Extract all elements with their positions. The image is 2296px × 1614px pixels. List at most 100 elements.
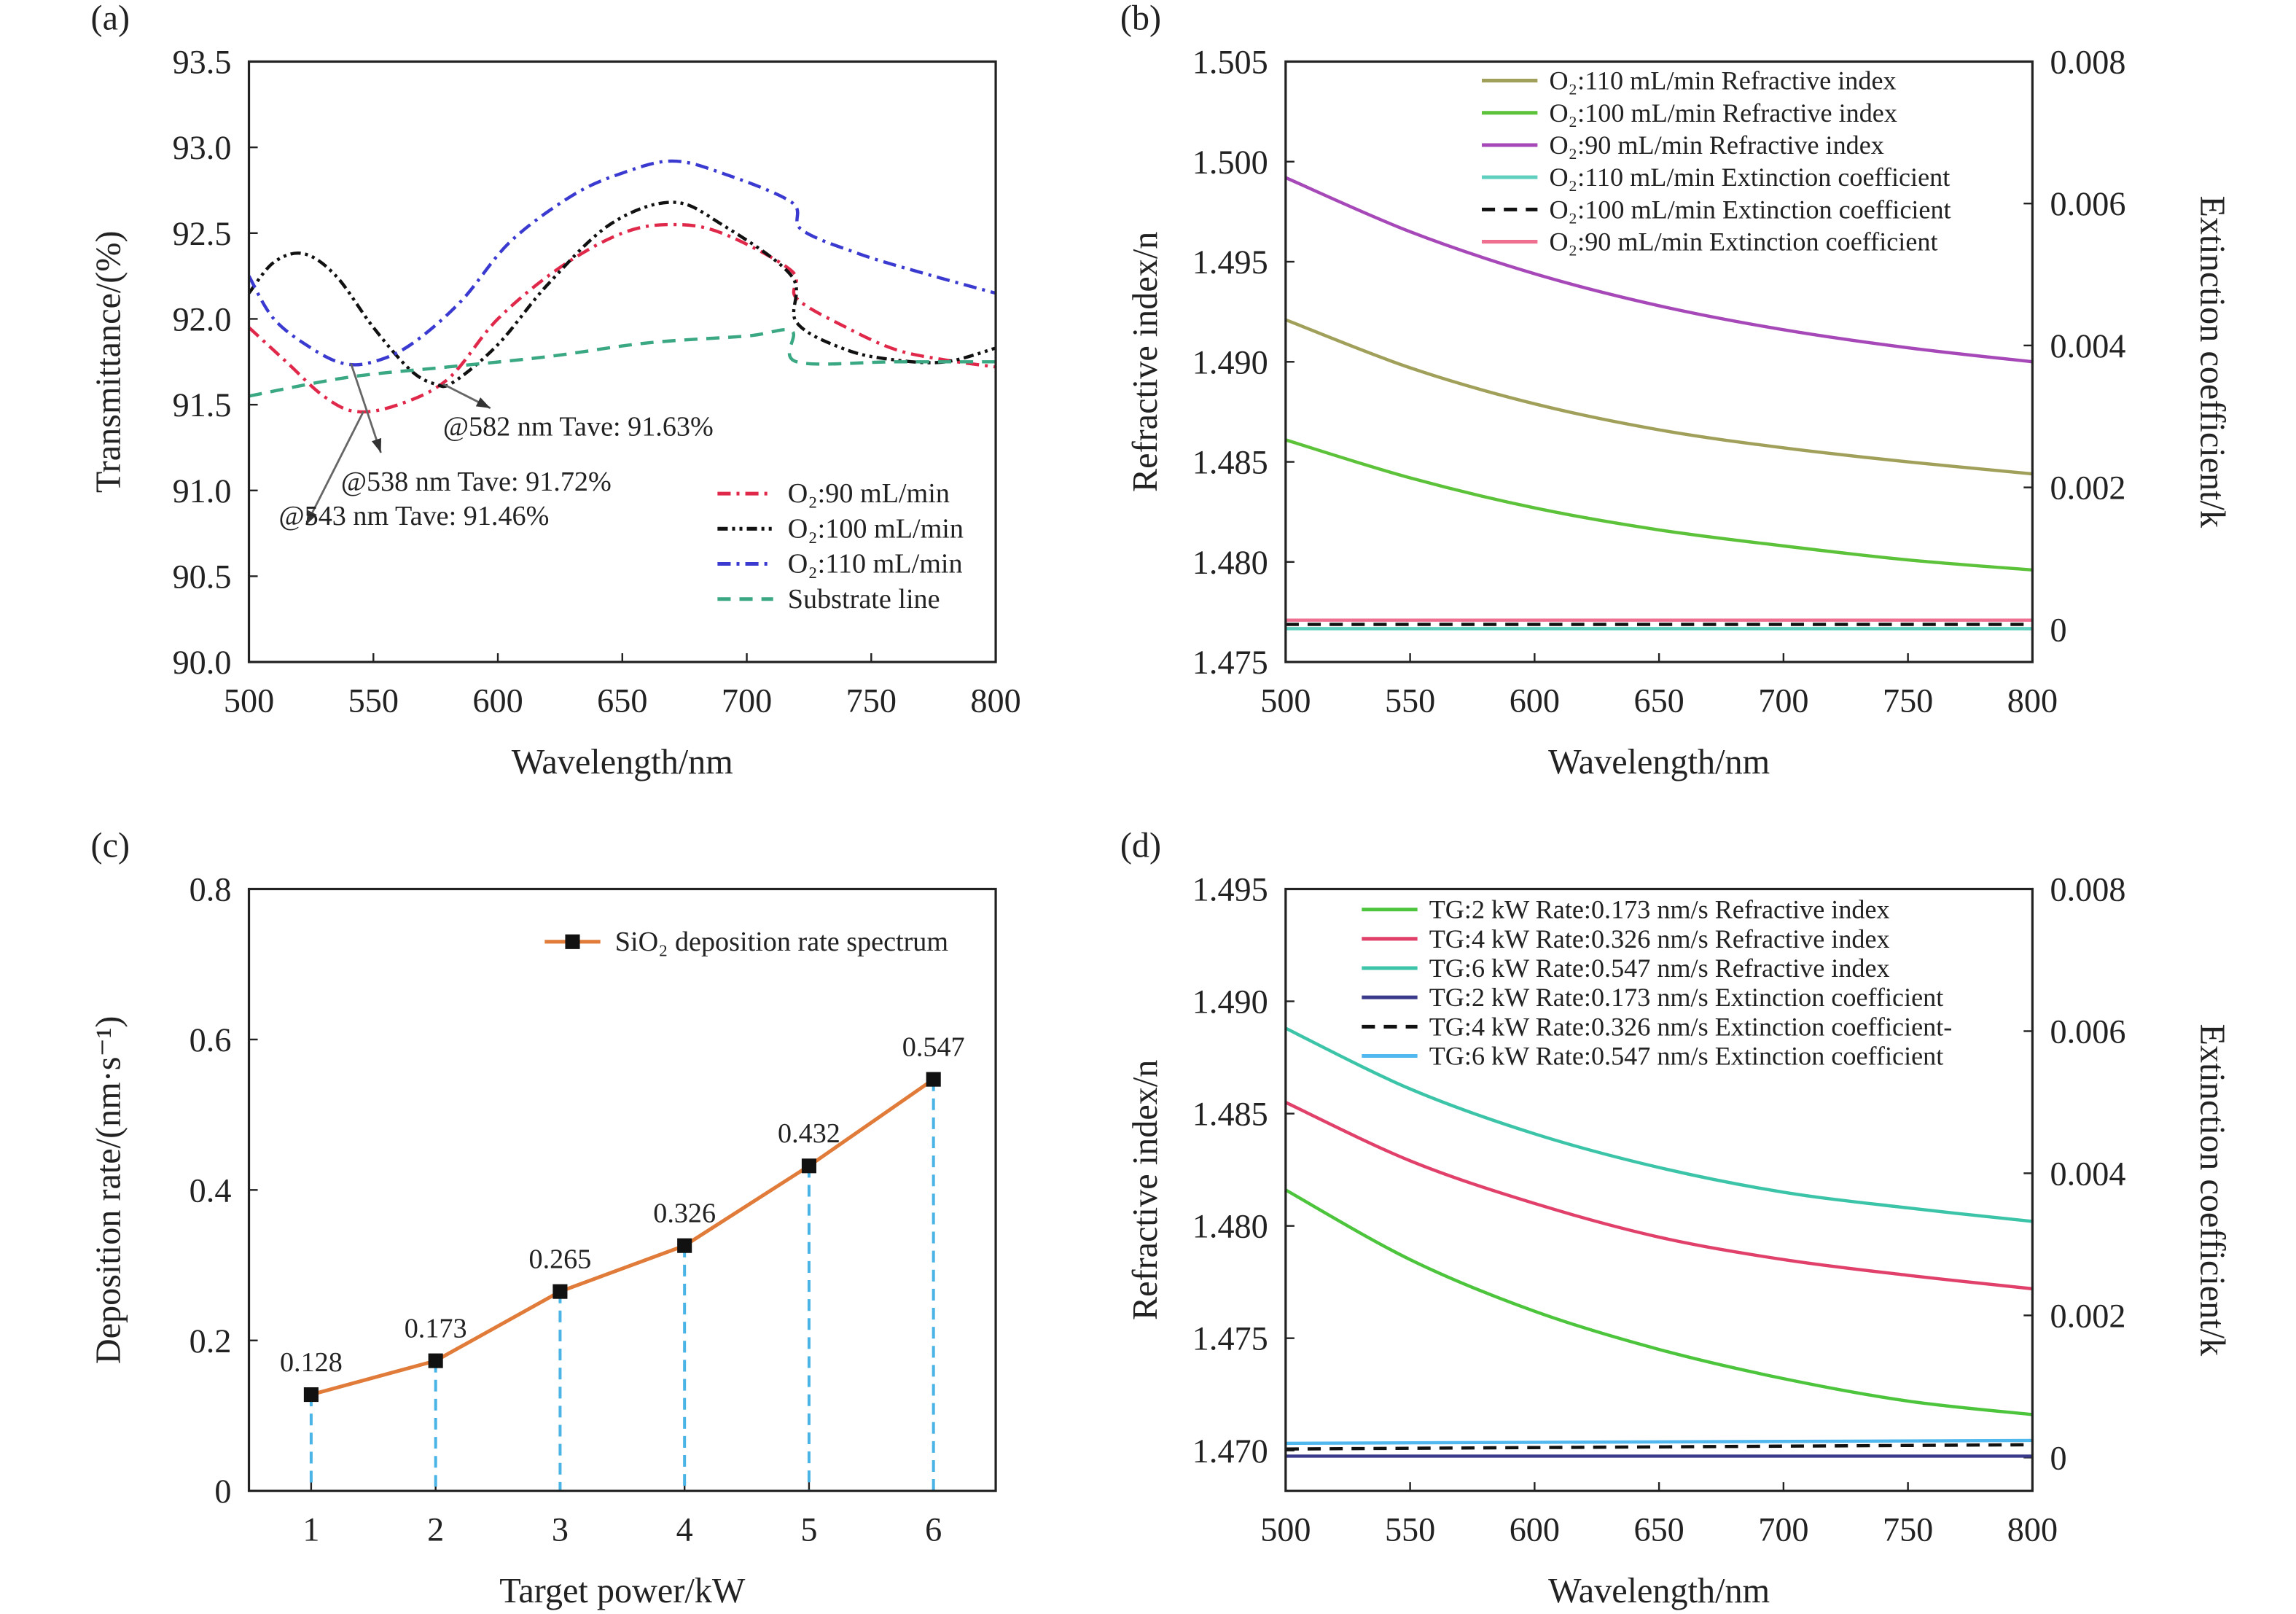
x-tick-label: 6	[925, 1510, 942, 1548]
y-right-tick-label: 0.002	[2050, 1297, 2126, 1334]
y-right-tick-label: 0.008	[2050, 44, 2126, 81]
data-point	[801, 1158, 816, 1174]
arrowhead-icon	[306, 510, 317, 525]
y-tick-label: 1.485	[1192, 444, 1268, 481]
annotation-arrow	[305, 410, 364, 526]
chart-panel-1: (b) 500 550 600 650 700 750 800 1.475 1.480 1.485 1…	[1120, 0, 2232, 781]
series-line	[1285, 318, 2033, 476]
x-tick-label: 550	[1385, 1510, 1435, 1548]
legend-label: O₂:110 mL/min	[788, 549, 963, 580]
y-tick-label: 1.495	[1192, 871, 1268, 908]
x-tick-label: 4	[676, 1510, 693, 1548]
x-tick-label: 650	[1633, 682, 1684, 719]
y-right-axis-label: Extinction coefficient/k	[2192, 196, 2231, 529]
x-tick-label: 500	[224, 682, 274, 719]
data-point	[926, 1072, 941, 1087]
panel-label: (a)	[91, 0, 130, 37]
y-tick-label: 0.4	[190, 1171, 232, 1209]
y-tick-label: 91.5	[173, 386, 232, 424]
data-label: 0.432	[778, 1118, 840, 1149]
x-tick-label: 500	[1260, 682, 1311, 719]
x-axis-label: Wavelength/nm	[512, 743, 733, 781]
x-tick-label: 550	[1385, 682, 1435, 719]
x-axis-label: Wavelength/nm	[1548, 1572, 1770, 1610]
y-right-axis-label: Extinction coefficient/k	[2192, 1024, 2231, 1357]
y-tick-label: 0.2	[190, 1322, 232, 1360]
series-line	[249, 159, 996, 367]
x-tick-label: 800	[2007, 682, 2058, 719]
x-tick-label: 650	[1633, 1510, 1684, 1548]
x-tick-label: 550	[348, 682, 399, 719]
y-tick-label: 1.490	[1192, 983, 1268, 1021]
y-tick-label: 1.470	[1192, 1432, 1268, 1470]
y-right-tick-label: 0.008	[2050, 871, 2126, 908]
x-tick-label: 2	[427, 1510, 444, 1548]
series-line	[1285, 1101, 2033, 1291]
x-tick-label: 500	[1260, 1510, 1311, 1548]
panel-label: (c)	[91, 826, 130, 865]
x-tick-label: 750	[846, 682, 897, 719]
y-axis-label: Refractive index/n	[1126, 1060, 1165, 1320]
x-tick-label: 1	[302, 1510, 319, 1548]
x-tick-label: 5	[800, 1510, 817, 1548]
x-tick-label: 800	[2007, 1510, 2058, 1548]
annotation-label: @538 nm Tave: 91.72%	[341, 467, 612, 497]
x-tick-label: 700	[1758, 1510, 1808, 1548]
y-tick-label: 91.0	[173, 472, 232, 510]
data-label: 0.326	[653, 1198, 716, 1229]
y-tick-label: 0	[214, 1473, 231, 1510]
plot-frame	[1284, 60, 2034, 663]
panel-label: (b)	[1120, 0, 1161, 37]
y-tick-label: 0.6	[190, 1021, 232, 1059]
y-tick-label: 92.0	[173, 301, 232, 338]
series-line	[249, 200, 996, 389]
y-right-tick-label: 0.006	[2050, 185, 2126, 222]
series-line	[1285, 1443, 2033, 1451]
data-label: 0.265	[528, 1244, 591, 1275]
x-tick-label: 600	[472, 682, 523, 719]
plot-frame	[247, 60, 997, 663]
series-line	[1285, 1188, 2033, 1416]
plot-frame	[247, 887, 997, 1492]
data-point	[552, 1284, 568, 1299]
y-tick-label: 1.490	[1192, 343, 1268, 381]
data-label: 0.547	[902, 1032, 965, 1062]
y-tick-label: 90.0	[173, 644, 232, 681]
x-tick-label: 3	[552, 1510, 569, 1548]
y-right-tick-label: 0	[2050, 611, 2067, 648]
legend-label: O₂:90 mL/min Refractive index	[1549, 130, 1883, 160]
x-tick-label: 750	[1883, 682, 1933, 719]
legend-label: O₂:110 mL/min Refractive index	[1549, 66, 1896, 95]
legend-label: TG:4 kW Rate:0.326 nm/s Refractive index	[1429, 924, 1890, 954]
y-tick-label: 1.475	[1192, 644, 1268, 681]
panel-label: (d)	[1120, 826, 1161, 865]
y-tick-label: 1.495	[1192, 243, 1268, 281]
y-tick-label: 1.480	[1192, 1208, 1268, 1245]
y-tick-label: 93.5	[173, 44, 232, 81]
legend-marker	[565, 934, 580, 949]
arrowhead-icon	[371, 437, 382, 453]
legend-label: O₂:90 mL/min Extinction coefficient	[1549, 227, 1937, 257]
y-right-tick-label: 0.004	[2050, 1155, 2126, 1192]
x-tick-label: 600	[1510, 682, 1560, 719]
legend-label: O₂:100 mL/min	[788, 513, 964, 544]
annotation-label: @582 nm Tave: 91.63%	[443, 411, 714, 442]
series-line	[1285, 1026, 2033, 1223]
series-line	[1285, 176, 2033, 364]
legend-label: TG:4 kW Rate:0.326 nm/s Extinction coeff…	[1429, 1012, 1953, 1041]
x-tick-label: 750	[1883, 1510, 1933, 1548]
legend-label: TG:6 kW Rate:0.547 nm/s Refractive index	[1429, 954, 1890, 983]
y-right-tick-label: 0	[2050, 1439, 2067, 1476]
series-line	[311, 1077, 935, 1397]
data-point	[303, 1387, 319, 1403]
annotation-arrow	[350, 363, 382, 453]
series-line	[249, 327, 996, 398]
y-tick-label: 92.5	[173, 215, 232, 252]
x-axis-label: Wavelength/nm	[1548, 743, 1770, 781]
data-point	[677, 1238, 692, 1253]
y-axis-label: Deposition rate/(nm·s⁻¹)	[90, 1016, 128, 1365]
x-tick-label: 600	[1510, 1510, 1560, 1548]
y-axis-label: Transmittance/(%)	[90, 230, 128, 493]
y-right-tick-label: 0.002	[2050, 469, 2126, 507]
